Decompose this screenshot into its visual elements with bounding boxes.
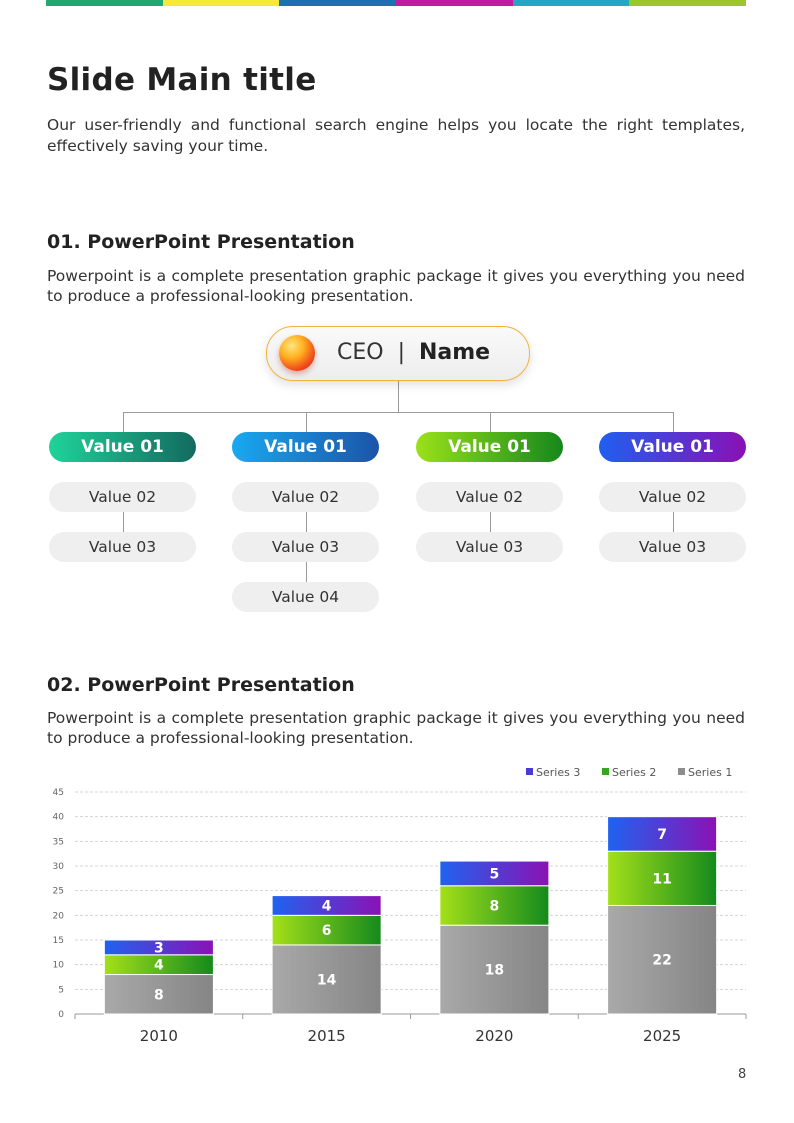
top-color-bar <box>46 0 747 6</box>
y-tick-label: 40 <box>53 813 65 823</box>
y-tick-label: 15 <box>53 936 64 946</box>
legend-swatch <box>678 768 685 775</box>
ceo-name: Name <box>419 340 491 365</box>
bar-segment <box>103 939 214 956</box>
section2-heading: 02. PowerPoint Presentation <box>47 674 355 696</box>
data-label: 8 <box>154 987 164 1003</box>
x-category-label: 2015 <box>308 1027 346 1045</box>
y-tick-label: 25 <box>53 887 64 897</box>
org-column-head: Value 01 <box>599 432 746 462</box>
bar-segment <box>439 885 550 926</box>
top-bar-segment <box>629 0 747 6</box>
legend-swatch <box>526 768 533 775</box>
bar-segment <box>103 974 214 1015</box>
x-category-label: 2010 <box>140 1027 178 1045</box>
data-label: 8 <box>490 898 500 914</box>
y-tick-label: 0 <box>58 1010 64 1020</box>
org-item: Value 03 <box>49 532 196 562</box>
ceo-orb-icon <box>279 335 315 371</box>
org-item: Value 02 <box>49 482 196 512</box>
org-item: Value 02 <box>599 482 746 512</box>
bar-segment <box>439 924 550 1015</box>
org-item: Value 03 <box>416 532 563 562</box>
bar-segment <box>271 914 382 946</box>
org-column-head: Value 01 <box>416 432 563 462</box>
org-column-head: Value 01 <box>232 432 379 462</box>
bar-segment <box>271 895 382 916</box>
data-label: 4 <box>322 898 332 914</box>
page-number: 8 <box>738 1067 747 1082</box>
ceo-role: CEO <box>337 340 384 365</box>
y-tick-label: 35 <box>53 837 64 847</box>
legend-label: Series 3 <box>536 766 580 779</box>
ceo-card: CEO | Name <box>266 326 530 381</box>
bar-segment <box>607 904 718 1015</box>
data-label: 6 <box>322 923 332 939</box>
section1-heading: 01. PowerPoint Presentation <box>47 231 355 253</box>
data-label: 14 <box>317 972 337 988</box>
org-item: Value 04 <box>232 582 379 612</box>
top-bar-segment <box>512 0 630 6</box>
org-item: Value 03 <box>232 532 379 562</box>
y-tick-label: 5 <box>58 985 64 995</box>
y-tick-label: 45 <box>53 788 64 798</box>
legend-label: Series 2 <box>612 766 656 779</box>
data-label: 22 <box>652 953 671 969</box>
legend-label: Series 1 <box>688 766 732 779</box>
y-tick-label: 20 <box>53 911 65 921</box>
data-label: 7 <box>657 827 667 843</box>
data-label: 4 <box>154 958 164 974</box>
page-title: Slide Main title <box>47 62 317 98</box>
x-category-label: 2020 <box>475 1027 513 1045</box>
section2-description: Powerpoint is a complete presentation gr… <box>47 709 745 747</box>
bar-segment <box>607 850 718 906</box>
org-column-head: Value 01 <box>49 432 196 462</box>
legend-swatch <box>602 768 609 775</box>
top-bar-segment <box>46 0 163 6</box>
top-bar-segment <box>162 0 280 6</box>
bar-segment <box>607 816 718 852</box>
org-item: Value 03 <box>599 532 746 562</box>
data-label: 5 <box>490 866 500 882</box>
data-label: 11 <box>652 871 671 887</box>
data-label: 3 <box>154 940 164 956</box>
bar-segment <box>271 944 382 1015</box>
data-label: 18 <box>485 963 504 979</box>
bar-segment <box>439 860 550 887</box>
ceo-separator: | <box>397 340 405 365</box>
y-tick-label: 10 <box>53 961 65 971</box>
x-category-label: 2025 <box>643 1027 681 1045</box>
top-bar-segment <box>396 0 513 6</box>
stacked-bar-chart: 0510152025303540458432010146420151885202… <box>53 766 747 1045</box>
y-tick-label: 30 <box>53 862 65 872</box>
org-item: Value 02 <box>416 482 563 512</box>
section1-description: Powerpoint is a complete presentation gr… <box>47 267 745 305</box>
page-subtitle: Our user-friendly and functional search … <box>47 116 745 155</box>
org-item: Value 02 <box>232 482 379 512</box>
top-bar-segment <box>279 0 397 6</box>
